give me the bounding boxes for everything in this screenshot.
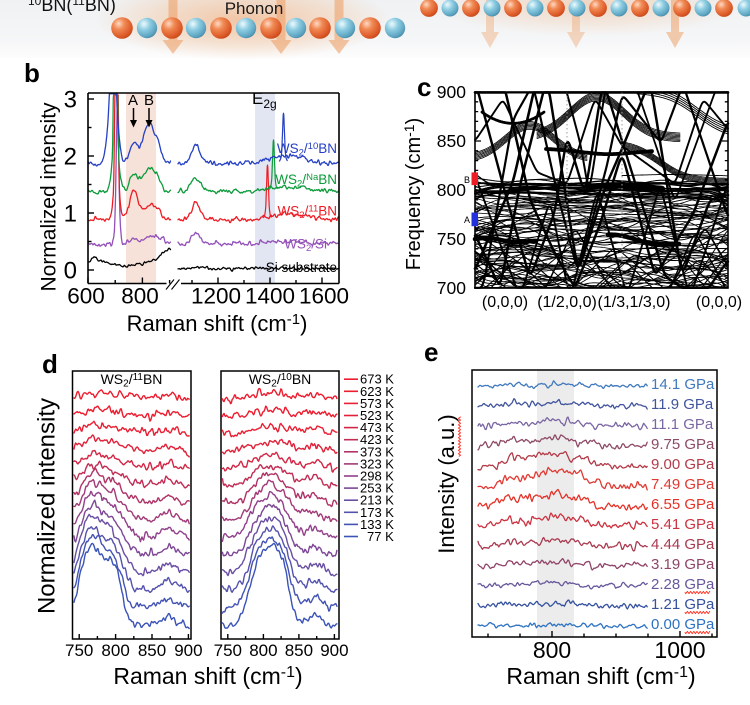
svg-text:(1/3,1/3,0): (1/3,1/3,0) [598, 294, 671, 311]
svg-text:Normalized intensity: Normalized intensity [38, 102, 61, 292]
svg-text:Raman shift (cm-1): Raman shift (cm-1) [127, 311, 308, 336]
svg-text:1.21 GPa: 1.21 GPa [651, 596, 715, 613]
svg-text:9.00 GPa: 9.00 GPa [651, 456, 715, 473]
svg-text:800: 800 [533, 637, 571, 663]
svg-text:b: b [24, 58, 40, 88]
svg-text:WS2/10BN: WS2/10BN [277, 141, 337, 159]
svg-text:750: 750 [437, 229, 466, 249]
svg-text:(0,0,0): (0,0,0) [696, 294, 742, 311]
svg-text:900: 900 [174, 641, 202, 660]
svg-text:Phonon: Phonon [225, 0, 284, 18]
svg-text:c: c [417, 72, 431, 102]
svg-text:800: 800 [249, 641, 277, 660]
svg-text:10BN(11BN): 10BN(11BN) [28, 0, 116, 15]
svg-text:750: 750 [214, 641, 242, 660]
svg-text:Si substrate: Si substrate [266, 260, 337, 275]
svg-text:1400: 1400 [245, 284, 295, 309]
svg-text:600: 600 [67, 284, 105, 309]
svg-text:A: A [464, 215, 470, 225]
svg-text:Frequency (cm-1): Frequency (cm-1) [401, 118, 425, 271]
svg-text:1600: 1600 [299, 284, 349, 309]
svg-text:(0,0,0): (0,0,0) [482, 294, 528, 311]
svg-text:e: e [424, 337, 438, 367]
svg-text:700: 700 [437, 278, 466, 298]
svg-text:Raman shift (cm-1): Raman shift (cm-1) [113, 663, 302, 689]
svg-text:0: 0 [64, 258, 77, 285]
svg-text:WS2/10BN: WS2/10BN [249, 371, 312, 390]
svg-text:0.00 GPa: 0.00 GPa [651, 616, 715, 633]
svg-text:750: 750 [65, 641, 93, 660]
svg-text:850: 850 [138, 641, 166, 660]
svg-text:11.9 GPa: 11.9 GPa [651, 396, 714, 413]
svg-text:(1/2,0,0): (1/2,0,0) [537, 294, 597, 311]
svg-text:B: B [144, 92, 154, 109]
svg-text:3.19 GPa: 3.19 GPa [651, 556, 715, 573]
svg-text:WS2/11BN: WS2/11BN [278, 204, 337, 222]
svg-text:5.41 GPa: 5.41 GPa [651, 516, 715, 533]
svg-text:7.49 GPa: 7.49 GPa [651, 476, 715, 493]
svg-text:6.55 GPa: 6.55 GPa [651, 496, 715, 513]
svg-text:3: 3 [64, 87, 77, 114]
svg-text:1000: 1000 [654, 637, 705, 663]
svg-text:A: A [128, 92, 138, 109]
svg-text:2: 2 [64, 144, 77, 171]
svg-text:1200: 1200 [191, 284, 241, 309]
svg-text:Intensity (a.u.): Intensity (a.u.) [434, 414, 459, 553]
svg-text:800: 800 [437, 180, 466, 200]
svg-text:d: d [42, 349, 58, 379]
svg-text:800: 800 [101, 641, 129, 660]
svg-text:4.44 GPa: 4.44 GPa [651, 536, 715, 553]
svg-text:Raman shift (cm-1): Raman shift (cm-1) [506, 663, 695, 689]
svg-text:850: 850 [285, 641, 313, 660]
svg-text:WS2/Si: WS2/Si [284, 237, 327, 255]
svg-text:9.75 GPa: 9.75 GPa [651, 436, 715, 453]
svg-text:11.1 GPa: 11.1 GPa [651, 416, 714, 433]
svg-text:B: B [464, 175, 470, 185]
svg-text:WS2/11BN: WS2/11BN [101, 371, 163, 390]
svg-text:14.1 GPa: 14.1 GPa [651, 376, 715, 393]
svg-text:900: 900 [320, 641, 348, 660]
svg-text:Normalized intensity: Normalized intensity [34, 398, 61, 614]
svg-text:77 K: 77 K [367, 529, 394, 544]
svg-text:850: 850 [437, 131, 466, 151]
svg-text:900: 900 [437, 82, 466, 102]
svg-text:800: 800 [121, 284, 159, 309]
svg-text:2.28 GPa: 2.28 GPa [651, 576, 715, 593]
svg-text:1: 1 [64, 201, 77, 228]
